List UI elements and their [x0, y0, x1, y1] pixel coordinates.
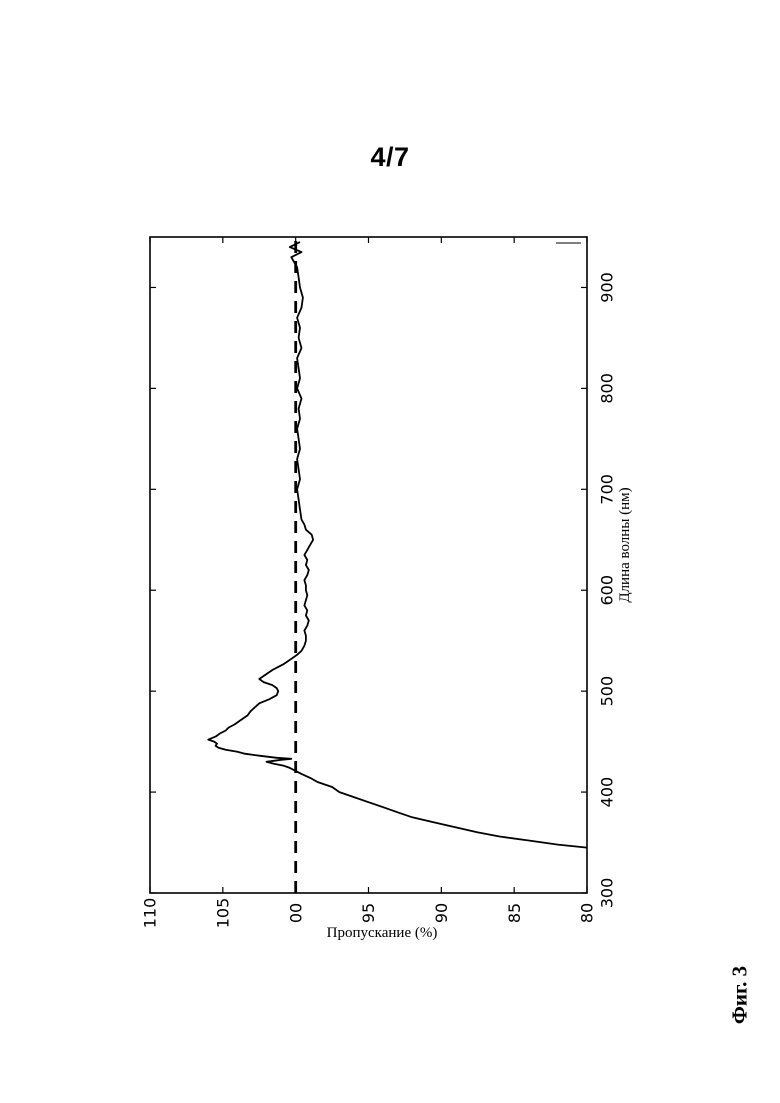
transmission-spectrum-line [208, 242, 587, 848]
x-tick-label: 600 [598, 575, 617, 606]
x-tick-label: 300 [598, 878, 617, 909]
y-tick-label: 110 [141, 898, 160, 929]
y-tick-label: 00 [286, 903, 305, 923]
x-tick-label: 700 [598, 474, 617, 505]
x-tick-label: 500 [598, 676, 617, 707]
y-tick-label: 85 [505, 903, 524, 923]
x-tick-label: 900 [598, 272, 617, 303]
y-axis-label: Пропускание (%) [327, 925, 438, 941]
y-tick-label: 95 [359, 903, 378, 923]
y-tick-label: 80 [578, 903, 597, 923]
plot-frame [150, 237, 587, 893]
x-tick-label: 800 [598, 373, 617, 404]
x-axis-label: Длина волны (нм) [617, 487, 633, 602]
figure-caption: Фиг. 3 [728, 966, 753, 1024]
y-tick-label: 90 [432, 903, 451, 923]
y-tick-label: 105 [213, 898, 232, 929]
x-tick-label: 400 [598, 777, 617, 808]
